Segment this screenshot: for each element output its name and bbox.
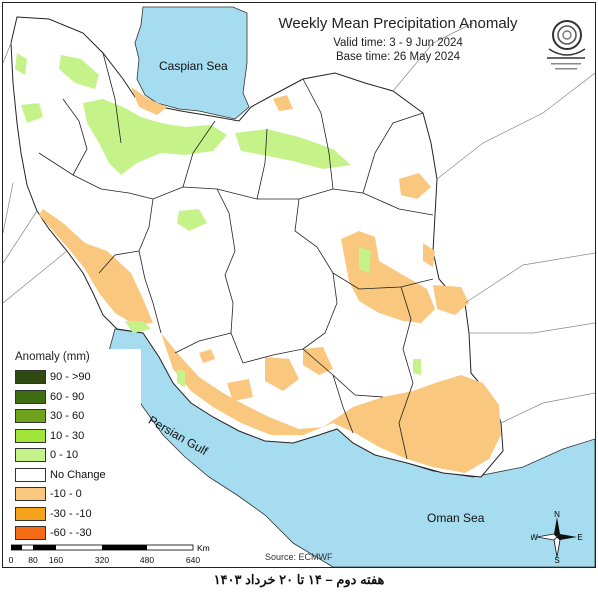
legend-item: 90 - >90 bbox=[15, 369, 91, 385]
valid-time: Valid time: 3 - 9 Jun 2024 bbox=[333, 37, 463, 49]
legend-label: -30 - -10 bbox=[50, 507, 92, 520]
map-title: Weekly Mean Precipitation Anomaly bbox=[278, 15, 518, 32]
legend-swatch bbox=[15, 467, 46, 482]
legend-swatch bbox=[15, 526, 46, 540]
province-borders bbox=[38, 52, 434, 460]
legend-title: Anomaly (mm) bbox=[15, 351, 90, 363]
caspian-sea-label: Caspian Sea bbox=[159, 59, 228, 73]
legend-label: 10 - 30 bbox=[50, 429, 85, 442]
legend-label: 0 - 10 bbox=[50, 449, 79, 461]
legend-label: -10 - 0 bbox=[50, 488, 82, 500]
legend-swatch bbox=[15, 389, 46, 404]
legend-item: 0 - 10 bbox=[15, 447, 78, 463]
legend-swatch bbox=[15, 428, 46, 443]
scale-unit: Km bbox=[197, 543, 210, 553]
legend-item: 30 - 60 bbox=[15, 408, 84, 424]
compass-n: N bbox=[554, 511, 560, 519]
scale-tick-320: 320 bbox=[94, 555, 110, 565]
legend-swatch bbox=[15, 370, 46, 384]
legend-label: 30 - 60 bbox=[50, 410, 85, 422]
legend-label: 90 - >90 bbox=[50, 371, 91, 383]
legend: Anomaly (mm) 90 - >90 60 - 90 30 - 60 10 - … bbox=[11, 349, 141, 546]
meteorology-logo-icon bbox=[547, 20, 586, 70]
scale-bar-graphic bbox=[11, 544, 194, 551]
oman-sea-label: Oman Sea bbox=[427, 511, 485, 525]
source-note: Source: ECMWF bbox=[265, 552, 333, 562]
map-frame: Weekly Mean Precipitation Anomaly Valid … bbox=[2, 2, 596, 568]
legend-item: No Change bbox=[15, 467, 106, 483]
legend-swatch bbox=[15, 487, 46, 501]
footer-caption: هفته دوم – ۱۴ تا ۲۰ خرداد ۱۴۰۳ bbox=[213, 572, 385, 587]
legend-label: 60 - 90 bbox=[50, 390, 85, 403]
legend-item: 10 - 30 bbox=[15, 428, 84, 444]
scale-tick-80: 80 bbox=[28, 555, 38, 565]
compass-w: W bbox=[531, 533, 538, 542]
legend-item: -60 - -30 bbox=[15, 525, 92, 541]
base-time: Base time: 26 May 2024 bbox=[335, 51, 460, 63]
north-arrow-icon: N S W E bbox=[531, 511, 583, 563]
scale-tick-480: 480 bbox=[139, 555, 155, 565]
legend-swatch bbox=[15, 409, 46, 423]
country-borders bbox=[3, 22, 595, 424]
legend-swatch bbox=[15, 506, 46, 521]
caspian-sea bbox=[134, 6, 250, 120]
legend-item: -10 - 0 bbox=[15, 486, 82, 502]
wet-patches bbox=[15, 53, 421, 387]
legend-item: 60 - 90 bbox=[15, 389, 84, 405]
compass-s: S bbox=[554, 556, 559, 563]
legend-item: -30 - -10 bbox=[15, 506, 92, 522]
dry-patches bbox=[39, 87, 501, 473]
compass-e: E bbox=[577, 533, 582, 542]
legend-label: No Change bbox=[50, 468, 106, 481]
scale-tick-0: 0 bbox=[8, 555, 14, 565]
scale-bar: 0 80 160 320 480 640 Km bbox=[8, 543, 210, 567]
legend-label: -60 - -30 bbox=[50, 527, 92, 539]
scale-tick-160: 160 bbox=[48, 555, 64, 565]
legend-swatch bbox=[15, 448, 46, 462]
scale-tick-640: 640 bbox=[185, 555, 201, 565]
